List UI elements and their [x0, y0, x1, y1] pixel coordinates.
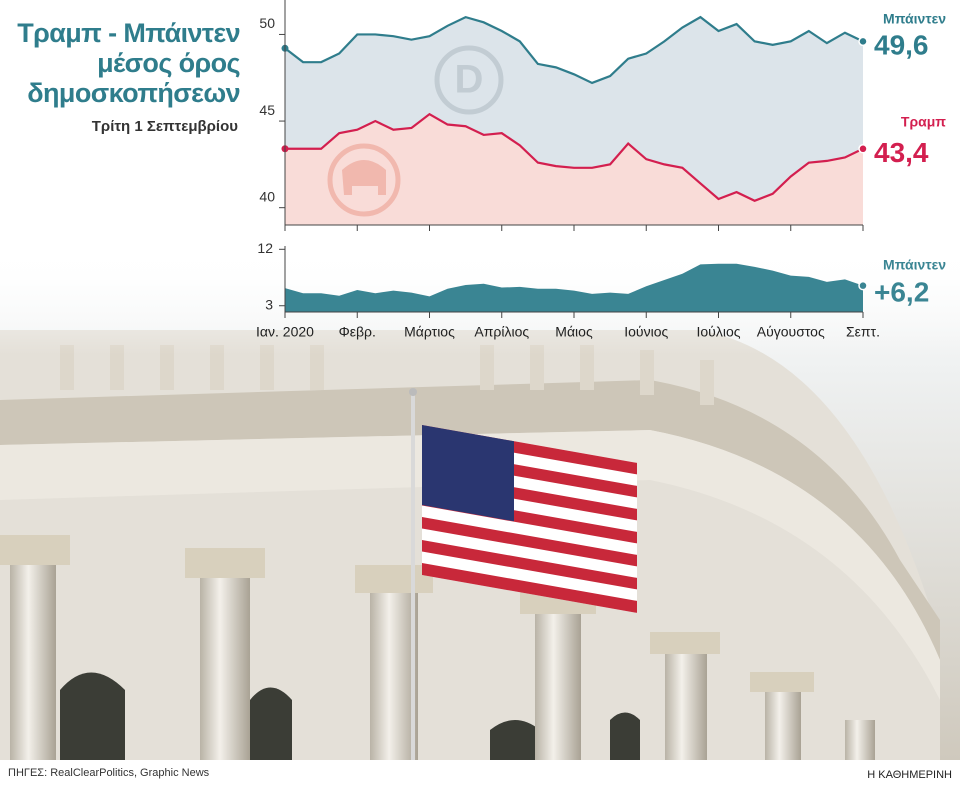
x-tick-label: Απρίλιος — [474, 324, 529, 340]
background-photo — [0, 245, 960, 760]
value-label: +6,2 — [874, 276, 929, 307]
y-tick-label: 45 — [259, 102, 275, 118]
series-area — [285, 114, 863, 225]
legend-label: Μπάιντεν — [883, 257, 946, 273]
end-dot — [858, 36, 868, 47]
value-label: 49,6 — [874, 29, 929, 60]
series-line — [285, 112, 864, 202]
y-tick-label: 50 — [259, 15, 275, 31]
end-dot — [858, 280, 868, 291]
x-tick-label: Σεπτ. — [846, 324, 880, 340]
legend-label: Τραμπ — [901, 113, 946, 129]
source: ΠΗΓΕΣ: RealClearPolitics, Graphic News — [8, 767, 210, 779]
chart-title: Τραμπ - Μπάιντεν μέσος όρος δημοσκοπήσεω… — [17, 18, 240, 108]
x-tick-label: Ιούλιος — [697, 324, 741, 340]
x-tick-label: Ιούνιος — [624, 324, 668, 340]
x-tick-label: Αύγουστος — [757, 324, 825, 340]
x-tick-label: Ιαν. 2020 — [256, 324, 314, 340]
end-dot — [858, 144, 868, 154]
margin-area — [285, 263, 863, 312]
chart-subtitle: Τρίτη 1 Σεπτεμβρίου — [91, 118, 238, 135]
svg-text:D: D — [455, 58, 484, 102]
x-tick-label: Μάρτιος — [404, 324, 455, 340]
x-tick-label: Μάιος — [555, 324, 593, 340]
y-tick-label: 40 — [259, 188, 275, 204]
party-logos: D — [327, 45, 504, 217]
legend-label: Μπάιντεν — [883, 11, 946, 27]
footer-band — [0, 760, 960, 788]
series-line — [284, 15, 864, 85]
credit: Η ΚΑΘΗΜΕΡΙΝΗ — [867, 769, 952, 781]
y-tick-label: 12 — [257, 240, 273, 256]
y-tick-label: 3 — [265, 296, 273, 312]
value-label: 43,4 — [874, 137, 929, 168]
x-tick-label: Φεβρ. — [339, 324, 376, 340]
